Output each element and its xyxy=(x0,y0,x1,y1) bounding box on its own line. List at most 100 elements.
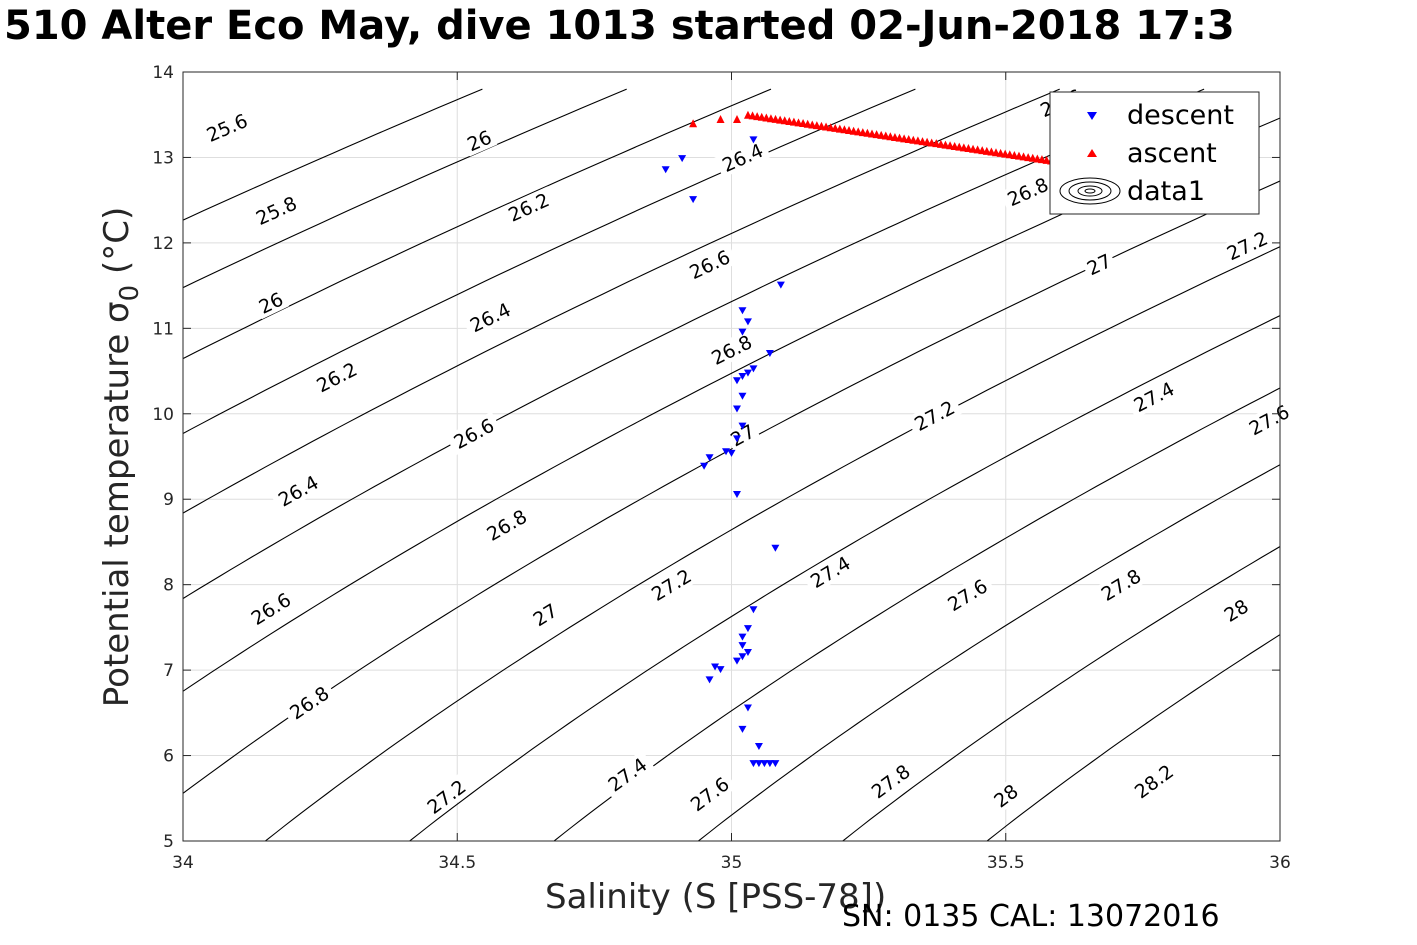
contour-label-gap xyxy=(863,756,919,806)
contour-label-gap xyxy=(1218,224,1276,267)
y-tick-label: 6 xyxy=(163,747,174,767)
contour-label-text: 28 xyxy=(990,780,1023,812)
legend-descent-marker xyxy=(1087,112,1097,120)
descent-point xyxy=(732,657,741,665)
contour-label: 26.6 xyxy=(681,243,738,286)
descent-point xyxy=(771,760,780,768)
descent-point xyxy=(732,435,741,443)
contour-label-gap xyxy=(906,393,963,438)
descent-point xyxy=(727,449,736,457)
contour-label-gap xyxy=(478,502,535,548)
descent-point xyxy=(689,196,698,204)
descent-point xyxy=(705,676,714,684)
descent-point xyxy=(738,653,747,661)
contour-label-gap xyxy=(1080,247,1118,281)
contour-label-text: 26.2 xyxy=(313,358,361,397)
isopycnal-line xyxy=(183,117,1280,692)
contour-label-gap xyxy=(1217,593,1255,628)
descent-point xyxy=(738,725,747,733)
descent-point xyxy=(678,155,687,163)
y-tick-label: 13 xyxy=(152,148,174,168)
contour-label: 28.2 xyxy=(1126,756,1182,806)
contour-label: 27 xyxy=(1080,247,1118,281)
isopycnal-line xyxy=(183,88,483,221)
contour-label: 26.8 xyxy=(281,678,337,727)
x-tick-label: 35.5 xyxy=(987,853,1025,873)
legend-box xyxy=(1049,91,1260,215)
contour-label-gap xyxy=(281,678,337,727)
descent-point xyxy=(738,373,747,381)
descent-point xyxy=(765,760,774,768)
contour-label-gap xyxy=(643,561,700,608)
contour-label: 27.6 xyxy=(939,571,996,618)
contour-label-gap xyxy=(714,136,771,178)
descent-point xyxy=(732,405,741,413)
contour-label-gap xyxy=(270,468,327,513)
chart-title: 510 Alter Eco May, dive 1013 started 02-… xyxy=(4,3,1235,49)
descent-point xyxy=(754,743,763,751)
contour-label-gap xyxy=(445,411,502,456)
contour-label: 27.4 xyxy=(1125,374,1182,419)
y-axis-label-unit: (°C) xyxy=(97,207,137,285)
contour-label: 26.4 xyxy=(270,468,327,513)
legend-ascent-label: ascent xyxy=(1127,138,1217,169)
contour-label: 26.4 xyxy=(714,136,771,178)
descent-point xyxy=(705,454,714,462)
isopycnal-line xyxy=(553,387,1280,841)
y-tick-label: 10 xyxy=(152,405,174,425)
ascent-point xyxy=(716,114,725,123)
y-tick-label: 12 xyxy=(152,234,174,254)
contour-label: 27.2 xyxy=(1218,224,1276,267)
contour-label: 27.2 xyxy=(906,393,963,438)
isopycnal-line xyxy=(183,88,1205,600)
contour-label-gap xyxy=(526,597,564,632)
contour-label: 26.4 xyxy=(462,295,519,339)
y-tick-label: 14 xyxy=(152,63,174,83)
ascent-point xyxy=(689,119,698,128)
descent-point xyxy=(771,544,780,552)
contour-label: 26.2 xyxy=(308,355,365,399)
contour-label-gap xyxy=(939,571,996,618)
contour-label-text: 26.6 xyxy=(686,246,734,284)
contour-label-text: 27.4 xyxy=(1130,378,1178,417)
contour-label-gap xyxy=(703,328,760,372)
x-tick-label: 34 xyxy=(172,853,194,873)
contour-label-text: 26.8 xyxy=(1004,174,1052,211)
x-axis-ticks: 34 34.5 35 35.5 36 xyxy=(172,72,1291,873)
descent-point xyxy=(732,377,741,385)
x-tick-label: 35 xyxy=(721,853,743,873)
contour-label: 27 xyxy=(526,597,564,632)
isopycnal-line xyxy=(841,545,1280,841)
contour-label-gap xyxy=(987,777,1025,814)
descent-point xyxy=(754,760,763,768)
contour-label-gap xyxy=(247,189,305,232)
ascent-point xyxy=(732,114,741,123)
contour-label-gap xyxy=(1092,561,1149,608)
y-axis-label-subscript: 0 xyxy=(115,285,145,302)
contour-label-gap xyxy=(461,124,498,157)
legend: descent ascent data1 xyxy=(1049,91,1260,215)
contour-label-gap xyxy=(462,295,519,339)
contour-label-text: 26.2 xyxy=(505,189,553,227)
contour-label-gap xyxy=(1125,374,1182,419)
descent-point xyxy=(749,606,758,614)
contour-label: 27.4 xyxy=(599,750,655,799)
legend-contour-icon xyxy=(1059,177,1121,205)
contour-label-gap xyxy=(1126,756,1182,806)
contour-label-text: 27 xyxy=(529,600,561,631)
contour-label: 27.8 xyxy=(1092,561,1149,608)
legend-descent-label: descent xyxy=(1127,100,1234,131)
descent-point xyxy=(776,281,785,289)
isopycnal-line xyxy=(183,88,1060,514)
y-tick-label: 5 xyxy=(163,832,174,852)
descent-point xyxy=(765,349,774,357)
contour-label-text: 26.4 xyxy=(719,140,767,177)
y-axis-ticks: 5 6 7 8 9 10 11 12 13 14 xyxy=(152,63,1280,852)
contour-label: 25.8 xyxy=(247,189,305,232)
descent-point xyxy=(716,666,725,674)
contour-label-gap xyxy=(198,107,256,148)
isopycnal-line xyxy=(183,180,1280,795)
descent-point xyxy=(738,328,747,336)
contour-label-gap xyxy=(724,418,761,452)
contour-label-gap xyxy=(682,769,738,819)
